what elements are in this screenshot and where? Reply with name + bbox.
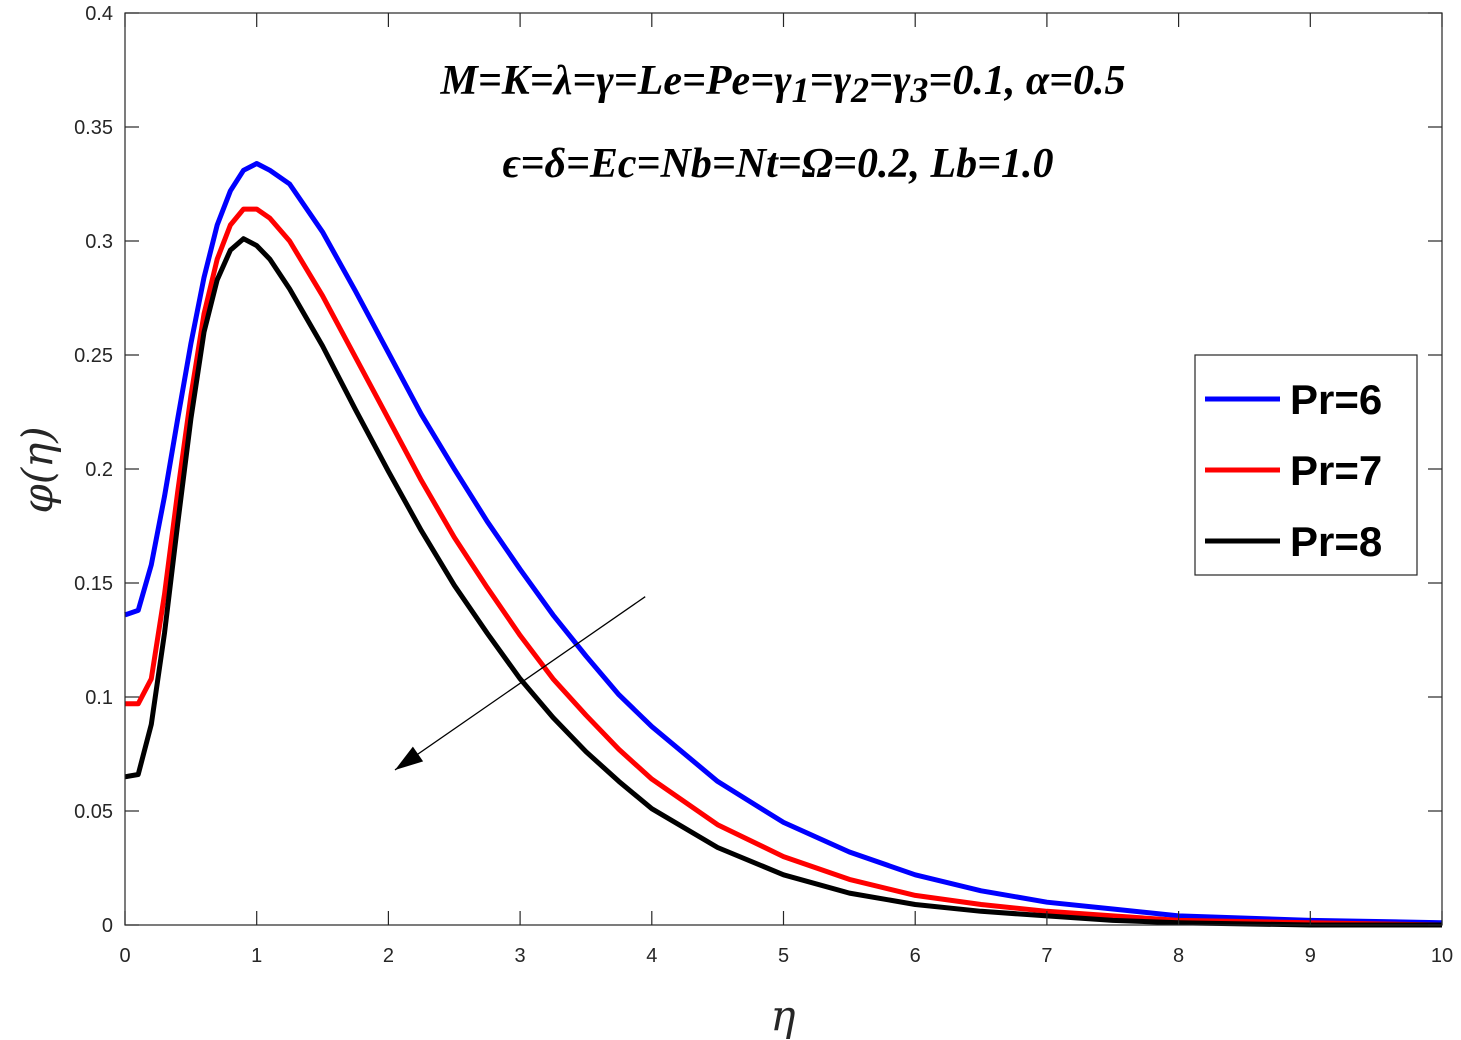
y-tick-label: 0 bbox=[102, 915, 113, 937]
legend: Pr=6 Pr=7 Pr=8 bbox=[1194, 354, 1418, 576]
arrow-head bbox=[394, 746, 424, 770]
y-tick-label: 0.05 bbox=[74, 801, 113, 823]
trend-arrow bbox=[394, 596, 646, 771]
legend-box bbox=[1194, 354, 1418, 576]
x-tick-label: 10 bbox=[1431, 945, 1453, 967]
series-line-1 bbox=[124, 161, 1443, 926]
x-tick-label: 5 bbox=[778, 945, 789, 967]
y-tick-label: 0.4 bbox=[85, 3, 113, 25]
y-tick-label: 0.35 bbox=[74, 117, 113, 139]
parameter-annotation-line-1: M=K=λ=γ=Le=Pe=γ1=γ2=γ3=0.1, α=0.5 bbox=[439, 58, 1125, 110]
axes-box bbox=[124, 12, 1443, 926]
axis-ticks: 0 1 2 3 4 5 6 7 8 9 10 0 0.05 0.1 0.15 0.2 0.25 0.3 0.35 0.… bbox=[74, 3, 1453, 967]
y-axis-label: φ(η) bbox=[13, 426, 62, 513]
x-tick-label: 0 bbox=[119, 945, 130, 967]
y-tick-label: 0.3 bbox=[85, 231, 113, 253]
series-line-3 bbox=[124, 236, 1442, 928]
x-tick-label: 9 bbox=[1305, 945, 1316, 967]
x-tick-label: 1 bbox=[251, 945, 262, 967]
x-tick-label: 2 bbox=[383, 945, 394, 967]
x-tick-label: 3 bbox=[515, 945, 526, 967]
series-lines bbox=[124, 161, 1443, 928]
series-line-2 bbox=[125, 206, 1443, 928]
x-tick-label: 4 bbox=[646, 945, 657, 967]
y-tick-label: 0.15 bbox=[74, 573, 113, 595]
x-tick-label: 7 bbox=[1041, 945, 1052, 967]
legend-label-1: Pr=6 bbox=[1290, 376, 1382, 423]
x-tick-label: 6 bbox=[910, 945, 921, 967]
y-tick-label: 0.1 bbox=[85, 687, 113, 709]
x-axis-label: η bbox=[770, 991, 795, 1040]
parameter-annotation-line-2: ϵ=δ=Ec=Nb=Nt=Ω=0.2, Lb=1.0 bbox=[502, 141, 1053, 187]
y-tick-label: 0.2 bbox=[85, 459, 113, 481]
legend-label-3: Pr=8 bbox=[1290, 518, 1382, 565]
x-tick-label: 8 bbox=[1173, 945, 1184, 967]
arrow-shaft bbox=[394, 596, 646, 771]
y-tick-label: 0.25 bbox=[74, 345, 113, 367]
legend-label-2: Pr=7 bbox=[1290, 447, 1382, 494]
